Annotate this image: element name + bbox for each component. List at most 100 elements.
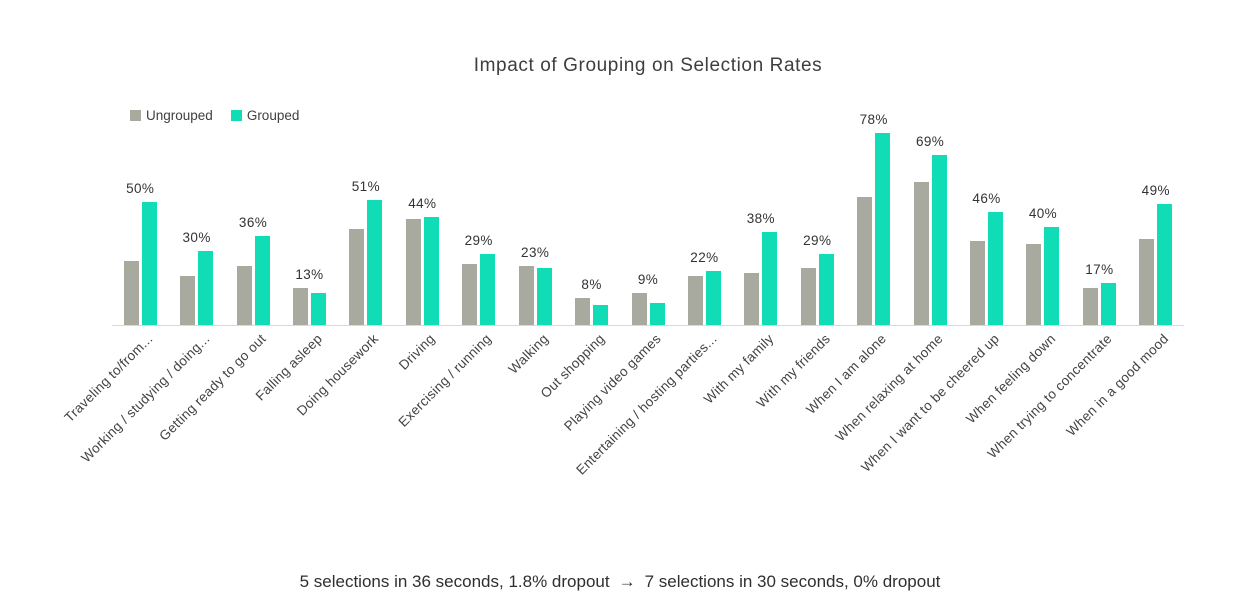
footer-after-text: 7 selections in 30 seconds, 0% dropout	[644, 572, 941, 591]
bar-ungrouped	[462, 263, 478, 325]
legend-label-grouped: Grouped	[246, 108, 300, 123]
legend-swatch-ungrouped-icon	[130, 110, 141, 121]
data-label: 29%	[464, 232, 493, 248]
bar-group: 40%	[1015, 79, 1071, 325]
data-label: 29%	[803, 232, 832, 248]
data-label: 22%	[690, 249, 719, 265]
bar-group: 51%	[338, 79, 394, 325]
bar-group: 8%	[563, 79, 619, 325]
legend-label-ungrouped: Ungrouped	[146, 108, 213, 123]
bar-group: 23%	[507, 79, 563, 325]
bar-grouped	[310, 293, 326, 325]
bar-group: 29%	[451, 79, 507, 325]
data-label: 17%	[1085, 262, 1114, 278]
x-axis-label: With my family	[700, 331, 777, 407]
bar-ungrouped	[405, 219, 421, 325]
bar-grouped	[423, 216, 439, 325]
bar-grouped	[593, 305, 609, 325]
arrow-right-icon: →	[618, 572, 636, 591]
x-axis-line	[112, 325, 1184, 326]
x-axis-label: Exercising / running	[395, 331, 495, 430]
bar-grouped	[649, 302, 665, 325]
x-axis-label: Walking	[505, 331, 551, 377]
legend-item-ungrouped: Ungrouped	[130, 108, 213, 123]
bar-group: 30%	[168, 79, 224, 325]
bar-ungrouped	[857, 197, 873, 325]
bar-grouped	[705, 270, 721, 325]
legend-swatch-grouped-icon	[230, 110, 242, 121]
x-axis-label: When I want to be cheered up	[858, 331, 1003, 475]
data-label: 69%	[915, 134, 945, 150]
bar-grouped	[1044, 226, 1060, 325]
x-axis-label: Out shopping	[537, 331, 608, 401]
data-label: 13%	[295, 267, 324, 283]
bar-ungrouped	[575, 297, 591, 325]
bar-grouped	[931, 155, 947, 325]
data-label: 38%	[746, 210, 775, 226]
x-axis-label: Playing video games	[560, 331, 664, 434]
bar-ungrouped	[180, 275, 196, 325]
data-label: 23%	[521, 244, 550, 260]
bar-group: 49%	[1128, 79, 1184, 325]
data-label: 9%	[637, 272, 659, 288]
x-axis-label: Doing housework	[293, 331, 382, 419]
data-label: 46%	[972, 190, 1001, 206]
x-axis-label: When I am alone	[803, 331, 890, 417]
bar-grouped	[536, 268, 552, 325]
bar-group: 29%	[789, 79, 845, 325]
x-axis-label: Traveling to/from...	[61, 331, 156, 426]
bar-group: 78%	[845, 79, 901, 325]
x-axis-label: When feeling down	[963, 331, 1059, 427]
data-label: 30%	[182, 230, 211, 246]
plot-area: 50% 30% 36% 13% 51% 44% 29% 23% 8% 9% 22% 38% 29% 78%…	[112, 79, 1184, 325]
bar-grouped	[988, 211, 1004, 325]
bar-ungrouped	[1139, 238, 1155, 325]
bar-grouped	[367, 199, 383, 325]
x-axis-label: When relaxing at home	[832, 331, 946, 445]
data-label: 36%	[238, 215, 268, 231]
bar-ungrouped	[236, 265, 252, 325]
bar-group: 13%	[281, 79, 337, 325]
bar-group: 36%	[225, 79, 281, 325]
data-label: 51%	[351, 178, 381, 194]
bar-group: 44%	[394, 79, 450, 325]
data-label: 78%	[859, 112, 888, 128]
bar-ungrouped	[800, 268, 816, 325]
bar-grouped	[762, 231, 778, 325]
chart-title: Impact of Grouping on Selection Rates	[473, 55, 823, 76]
bar-ungrouped	[913, 182, 929, 325]
bar-group: 9%	[620, 79, 676, 325]
x-axis-label: Getting ready to go out	[156, 331, 269, 444]
bar-grouped	[1157, 204, 1173, 325]
bar-ungrouped	[1082, 288, 1098, 325]
x-axis-label: Entertaining / hosting parties...	[573, 331, 721, 478]
x-axis-label: Falling asleep	[252, 331, 326, 404]
bar-group: 46%	[958, 79, 1014, 325]
bar-ungrouped	[1026, 243, 1042, 325]
x-axis-label: Driving	[396, 331, 438, 373]
bar-grouped	[480, 253, 496, 325]
bar-grouped	[818, 253, 834, 325]
footer-before-text: 5 selections in 36 seconds, 1.8% dropout	[299, 572, 610, 591]
x-axis-label: With my friends	[753, 331, 833, 411]
footer-annotation: 5 selections in 36 seconds, 1.8% dropout…	[0, 572, 1240, 592]
legend-item-grouped: Grouped	[230, 108, 300, 123]
bar-ungrouped	[744, 273, 760, 325]
data-label: 49%	[1141, 183, 1170, 199]
bar-ungrouped	[970, 241, 986, 325]
bar-group: 38%	[733, 79, 789, 325]
bar-group: 22%	[676, 79, 732, 325]
bar-grouped	[198, 251, 214, 325]
x-axis-label: Working / studying / doing...	[77, 331, 213, 466]
bar-group: 50%	[112, 79, 168, 325]
bar-ungrouped	[631, 293, 647, 325]
legend: Ungrouped Grouped	[130, 108, 299, 123]
data-label: 8%	[581, 276, 602, 292]
bar-group: 69%	[902, 79, 958, 325]
x-axis-label: When in a good mood	[1063, 331, 1172, 440]
bar-group: 17%	[1071, 79, 1127, 325]
bar-grouped	[141, 202, 157, 325]
data-label: 40%	[1028, 205, 1058, 221]
x-axis-label: When trying to concentrate	[984, 331, 1115, 462]
